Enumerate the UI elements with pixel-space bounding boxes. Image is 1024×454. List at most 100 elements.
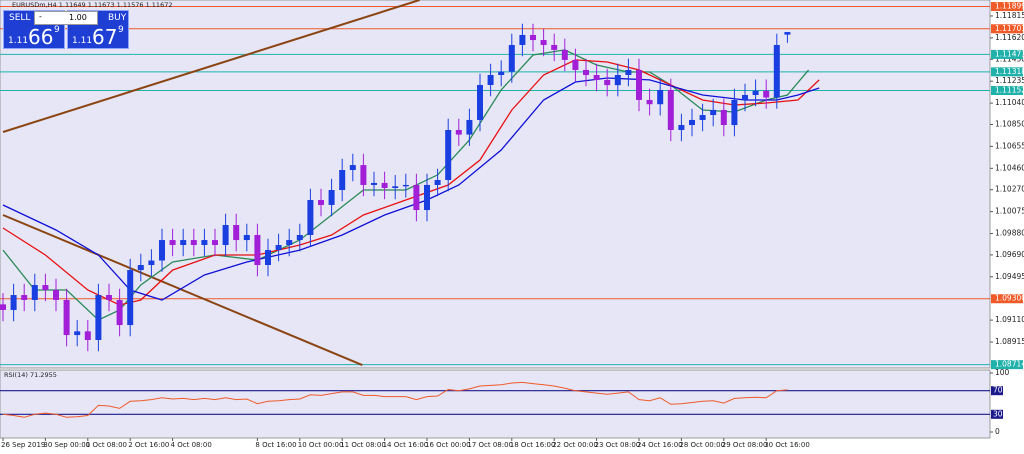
candle-body — [95, 295, 102, 341]
candle-body — [286, 240, 293, 245]
x-tick-label: 22 Oct 00:00 — [552, 441, 598, 449]
x-tick-label: 28 Oct 00:00 — [679, 441, 725, 449]
candle-body — [678, 125, 685, 130]
y-tick-label: 1.09690 — [995, 250, 1024, 259]
candle-body — [21, 295, 28, 300]
buy-frac: 9 — [118, 25, 124, 35]
candle-body — [42, 285, 49, 290]
y-tick-label: 1.11620 — [995, 33, 1024, 42]
candle-body — [296, 234, 303, 241]
rsi-level-box — [991, 409, 1003, 419]
candle-body — [360, 165, 367, 185]
x-tick-label: 14 Oct 16:00 — [383, 441, 429, 449]
rsi-level-label: 30 — [993, 409, 1003, 418]
y-tick-label: 1.10460 — [995, 163, 1024, 172]
candle-body — [180, 240, 187, 245]
candle-body — [561, 49, 568, 60]
lot-value: 1.00 — [69, 13, 87, 22]
candle-body — [583, 69, 589, 75]
sell-button[interactable]: SELL 1.11 66 9 — [3, 10, 65, 49]
candle-body — [328, 190, 335, 205]
x-tick-label: 16 Oct 00:00 — [425, 441, 471, 449]
candle-body — [402, 184, 409, 187]
candle-body — [63, 299, 70, 336]
candle-body — [31, 285, 38, 300]
candle-body — [784, 32, 791, 35]
candle-body — [710, 109, 717, 116]
candle-body — [116, 299, 123, 326]
candle-body — [466, 119, 473, 135]
candle-body — [137, 265, 144, 271]
y-tick-label: 1.11040 — [995, 98, 1024, 107]
candle-body — [53, 289, 59, 300]
candle-body — [699, 115, 706, 120]
candle-body — [275, 244, 282, 251]
candle-body — [614, 74, 621, 86]
candle-body — [593, 74, 600, 80]
candle-body — [318, 200, 324, 205]
rsi-line — [2, 381, 788, 418]
candle-body — [349, 165, 356, 171]
candle-body — [434, 180, 441, 185]
candle-body — [498, 71, 505, 75]
sell-price: 1.11 — [8, 36, 29, 46]
y-tick-label: 1.09110 — [995, 315, 1024, 324]
lot-minus[interactable]: - — [39, 12, 42, 21]
x-tick-label: 30 Sep 00:00 — [43, 441, 90, 449]
candle-body — [254, 234, 261, 266]
rsi-tick-label: 100 — [995, 368, 1010, 377]
candle-body — [127, 270, 134, 326]
candle-body — [742, 95, 748, 100]
main-plot — [0, 0, 990, 367]
candle-body — [265, 250, 271, 266]
trendline — [2, 214, 363, 367]
lot-field[interactable]: - 1.00 — [34, 11, 98, 25]
candle-body — [148, 260, 155, 266]
y-tick-label: 1.10850 — [995, 119, 1024, 128]
candle-body — [530, 34, 536, 41]
x-tick-label: 2 Oct 16:00 — [128, 441, 169, 449]
x-tick-label: 4 Oct 08:00 — [171, 441, 212, 449]
level-box — [991, 24, 1023, 34]
candle-body — [752, 90, 759, 96]
level-box — [991, 294, 1023, 304]
candle-body — [84, 331, 91, 341]
candle-body — [455, 129, 462, 135]
level-box — [991, 360, 1023, 370]
y-tick-label: 1.10270 — [995, 185, 1024, 194]
moving-average — [2, 77, 820, 301]
candle-body — [201, 240, 208, 245]
rsi-tick-label: 0 — [995, 427, 1000, 436]
candle-body — [10, 295, 17, 310]
candle-body — [540, 40, 547, 45]
x-tick-label: 11 Oct 08:00 — [340, 441, 386, 449]
y-tick-label: 1.10075 — [995, 207, 1024, 216]
x-tick-label: 30 Oct 16:00 — [764, 441, 810, 449]
candle-body — [159, 240, 165, 261]
candle-body — [477, 85, 483, 120]
candle-body — [773, 44, 780, 98]
y-tick-label: 1.10655 — [995, 141, 1024, 150]
candle-body — [169, 240, 176, 245]
x-tick-label: 17 Oct 08:00 — [467, 441, 513, 449]
rsi-title: RSI(14) 71.2955 — [4, 371, 57, 379]
candle-body — [190, 240, 197, 245]
buy-label: BUY — [108, 13, 127, 23]
candle-body — [233, 224, 240, 241]
candle-body — [508, 44, 515, 72]
x-tick-label: 18 Oct 16:00 — [510, 441, 556, 449]
y-tick-label: 1.09495 — [995, 272, 1024, 281]
candle-body — [572, 59, 579, 70]
level-label: 1.08714 — [995, 360, 1024, 369]
candle-body — [222, 224, 229, 245]
candle-body — [604, 79, 611, 86]
x-tick-label: 24 Oct 16:00 — [637, 441, 683, 449]
candle-body — [763, 90, 770, 98]
level-box — [991, 67, 1023, 77]
main-panel — [0, 0, 991, 369]
y-tick-label: 1.11235 — [995, 76, 1024, 85]
candle-body — [646, 99, 653, 105]
level-label: 1.09300 — [995, 294, 1024, 303]
